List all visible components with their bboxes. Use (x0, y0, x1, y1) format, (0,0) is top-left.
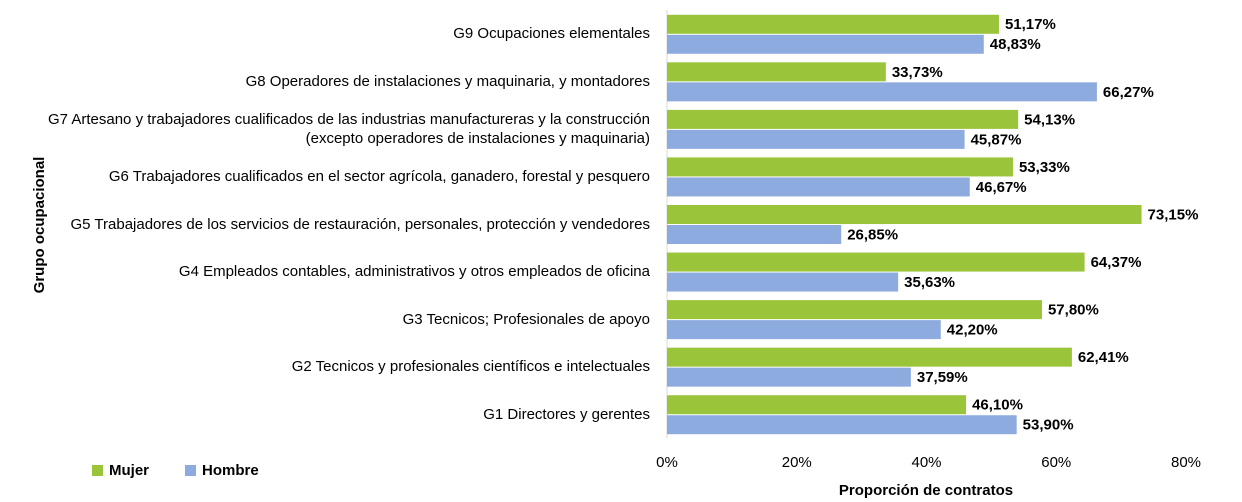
bar (667, 395, 967, 415)
x-axis-title: Proporción de contratos (839, 482, 1013, 499)
bar (667, 82, 1097, 102)
data-label: 57,80% (1048, 302, 1099, 319)
bar (667, 14, 999, 34)
data-label: 73,15% (1148, 206, 1199, 223)
data-label: 54,13% (1024, 111, 1075, 128)
category-label: G5 Trabajadores de los servicios de rest… (70, 215, 651, 233)
legend-label: Hombre (202, 462, 259, 479)
x-tick-label: 0% (656, 454, 678, 471)
data-label: 53,90% (1023, 417, 1074, 434)
data-label: 33,73% (892, 64, 943, 81)
bar (667, 129, 965, 149)
bar (667, 320, 941, 340)
x-tick-label: 40% (911, 454, 941, 471)
bar (667, 205, 1142, 224)
category-label: G4 Empleados contables, administrativos … (178, 263, 650, 281)
category-label: G2 Tecnicos y profesionales científicos … (291, 358, 650, 376)
bar (667, 300, 1042, 320)
data-label: 64,37% (1091, 254, 1142, 271)
category-label: G8 Operadores de instalaciones y maquina… (245, 72, 650, 90)
data-label: 46,67% (976, 179, 1027, 196)
category-label: G3 Tecnicos; Profesionales de apoyo (402, 310, 650, 328)
data-label: 51,17% (1005, 16, 1056, 33)
legend-swatch (92, 465, 103, 476)
y-axis-title: Grupo ocupacional (31, 157, 48, 294)
data-label: 35,63% (904, 274, 955, 291)
data-label: 66,27% (1103, 84, 1154, 101)
legend-swatch (185, 465, 196, 476)
category-label: G6 Trabajadores cualificados en el secto… (108, 167, 650, 185)
bar (667, 347, 1072, 367)
data-label: 42,20% (947, 322, 998, 339)
data-label: 48,83% (990, 36, 1041, 53)
legend-label: Mujer (109, 462, 149, 479)
bar (667, 272, 899, 292)
bar (667, 177, 970, 197)
data-label: 26,85% (847, 226, 898, 243)
data-label: 46,10% (972, 397, 1023, 414)
bar (667, 367, 911, 387)
x-tick-label: 60% (1041, 454, 1071, 471)
data-label: 53,33% (1019, 159, 1070, 176)
x-tick-label: 20% (782, 454, 812, 471)
bar (667, 415, 1017, 435)
x-tick-label: 80% (1171, 454, 1201, 471)
bar (667, 34, 984, 54)
bar (667, 225, 842, 244)
category-label: G7 Artesano y trabajadores cualificados … (48, 110, 650, 147)
data-label: 45,87% (971, 131, 1022, 148)
category-label: G9 Ocupaciones elementales (453, 25, 650, 43)
data-label: 62,41% (1078, 349, 1129, 366)
bar (667, 62, 886, 82)
bar (667, 109, 1019, 129)
data-label: 37,59% (917, 369, 968, 386)
bar (667, 157, 1013, 177)
bar (667, 252, 1085, 272)
category-label: G1 Directores y gerentes (483, 405, 650, 423)
